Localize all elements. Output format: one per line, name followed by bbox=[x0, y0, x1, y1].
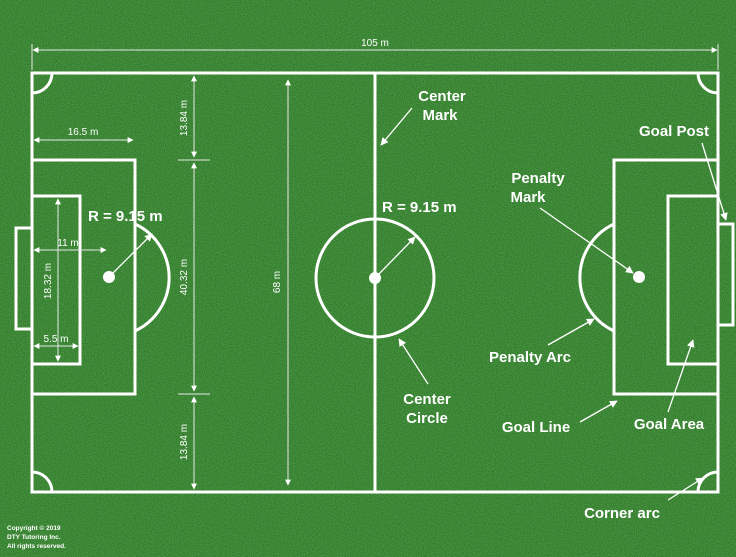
copyright-line-1: Copyright © 2019 bbox=[7, 524, 61, 532]
corner-arc-pointer bbox=[667, 477, 704, 501]
right-penalty-mark bbox=[633, 271, 645, 283]
corner-arc-top-right bbox=[696, 72, 719, 95]
center-radius-arrow bbox=[376, 236, 416, 277]
dim-width-label: 68 m bbox=[272, 271, 283, 293]
penalty-mark-label-1: Penalty bbox=[511, 170, 565, 187]
corner-arc-bottom-left bbox=[31, 470, 54, 493]
dim-goal-width-label: 18.32 m bbox=[43, 263, 54, 299]
penalty-mark-pointer bbox=[539, 207, 634, 274]
dim-penalty-depth-label: 16.5 m bbox=[68, 127, 99, 138]
center-circle-label-1: Center bbox=[403, 391, 451, 408]
penalty-arc-pointer bbox=[547, 318, 595, 346]
right-penalty-arc bbox=[578, 222, 615, 333]
penalty-radius-label: R = 9.15 m bbox=[88, 208, 163, 225]
penalty-arc-label: Penalty Arc bbox=[489, 349, 571, 366]
goal-line-label: Goal Line bbox=[502, 419, 570, 436]
goal-area-label: Goal Area bbox=[634, 416, 705, 433]
center-circle-pointer bbox=[398, 338, 429, 385]
center-circle bbox=[314, 217, 436, 339]
right-goal bbox=[716, 222, 735, 327]
goal-area-pointer bbox=[667, 339, 695, 413]
dim-length-label: 105 m bbox=[361, 38, 389, 49]
goal-post-label: Goal Post bbox=[639, 123, 709, 140]
goal-post-pointer bbox=[701, 142, 728, 221]
dim-penalty-width-label: 40.32 m bbox=[179, 259, 190, 295]
penalty-mark-label-2: Mark bbox=[510, 189, 546, 206]
left-goal bbox=[14, 226, 34, 331]
corner-arc-bottom-right bbox=[696, 470, 719, 493]
corner-arc-label: Corner arc bbox=[584, 505, 660, 522]
center-mark-pointer bbox=[380, 107, 413, 146]
dim-goal-depth-label: 5.5 m bbox=[43, 334, 68, 345]
goal-line-pointer bbox=[579, 400, 618, 423]
center-circle-label-2: Circle bbox=[406, 410, 448, 427]
dim-side-gap-bottom-label: 13.84 m bbox=[179, 424, 190, 460]
center-radius-label: R = 9.15 m bbox=[382, 199, 457, 216]
dim-side-gap-top-label: 13.84 m bbox=[179, 100, 190, 136]
copyright-line-2: DTY Tutoring Inc. bbox=[7, 534, 61, 541]
dim-penalty-spot-label: 11 m bbox=[57, 238, 79, 249]
penalty-radius-arrow bbox=[110, 233, 153, 276]
center-mark-label-1: Center bbox=[418, 88, 466, 105]
corner-arc-top-left bbox=[31, 72, 54, 95]
center-mark-label-2: Mark bbox=[422, 107, 458, 124]
copyright-line-3: All rights reserved. bbox=[7, 543, 66, 550]
